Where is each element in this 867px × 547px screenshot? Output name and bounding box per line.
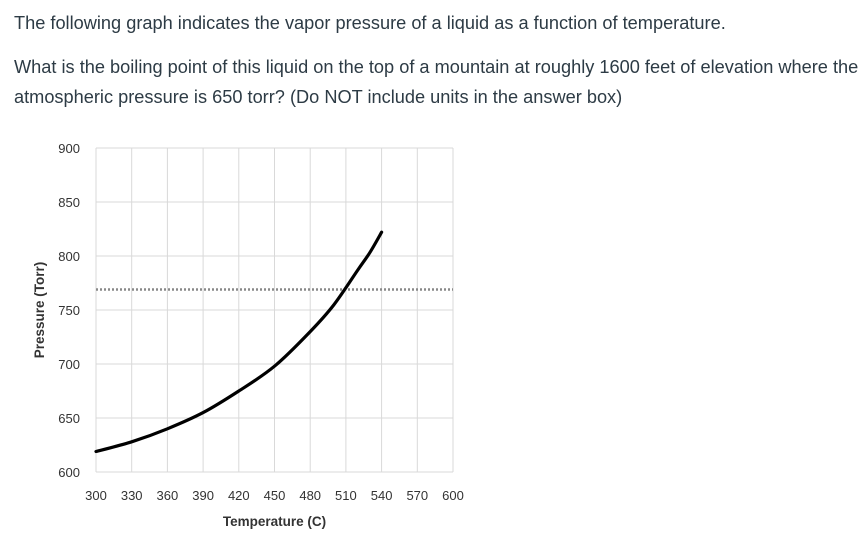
y-tick-label: 700 [58, 357, 80, 372]
x-tick-label: 570 [406, 488, 428, 503]
x-tick-label: 390 [192, 488, 214, 503]
x-tick-label: 330 [121, 488, 143, 503]
x-tick-label: 480 [299, 488, 321, 503]
y-tick-label: 600 [58, 465, 80, 480]
x-tick-label: 600 [442, 488, 464, 503]
x-tick-label: 540 [371, 488, 393, 503]
y-axis-label: Pressure (Torr) [32, 262, 47, 359]
x-tick-label: 360 [157, 488, 179, 503]
question-line-prompt: What is the boiling point of this liquid… [14, 57, 859, 107]
x-tick-label: 300 [85, 488, 107, 503]
x-tick-labels: 300 330 360 390 420 450 480 510 540 570 600 [85, 488, 464, 503]
y-tick-labels: 600 650 700 750 800 850 900 [58, 141, 80, 480]
chart-series [94, 230, 384, 454]
y-tick-label: 850 [58, 195, 80, 210]
x-tick-label: 450 [264, 488, 286, 503]
y-tick-label: 750 [58, 303, 80, 318]
x-axis-label: Temperature (C) [223, 514, 326, 529]
x-tick-label: 510 [335, 488, 357, 503]
x-tick-label: 420 [228, 488, 250, 503]
chart-grid [95, 147, 454, 473]
vapor-pressure-curve [94, 230, 384, 454]
question-text: The following graph indicates the vapor … [14, 8, 859, 126]
y-tick-label: 800 [58, 249, 80, 264]
y-tick-label: 650 [58, 411, 80, 426]
y-tick-label: 900 [58, 141, 80, 156]
question-line-intro: The following graph indicates the vapor … [14, 13, 726, 33]
